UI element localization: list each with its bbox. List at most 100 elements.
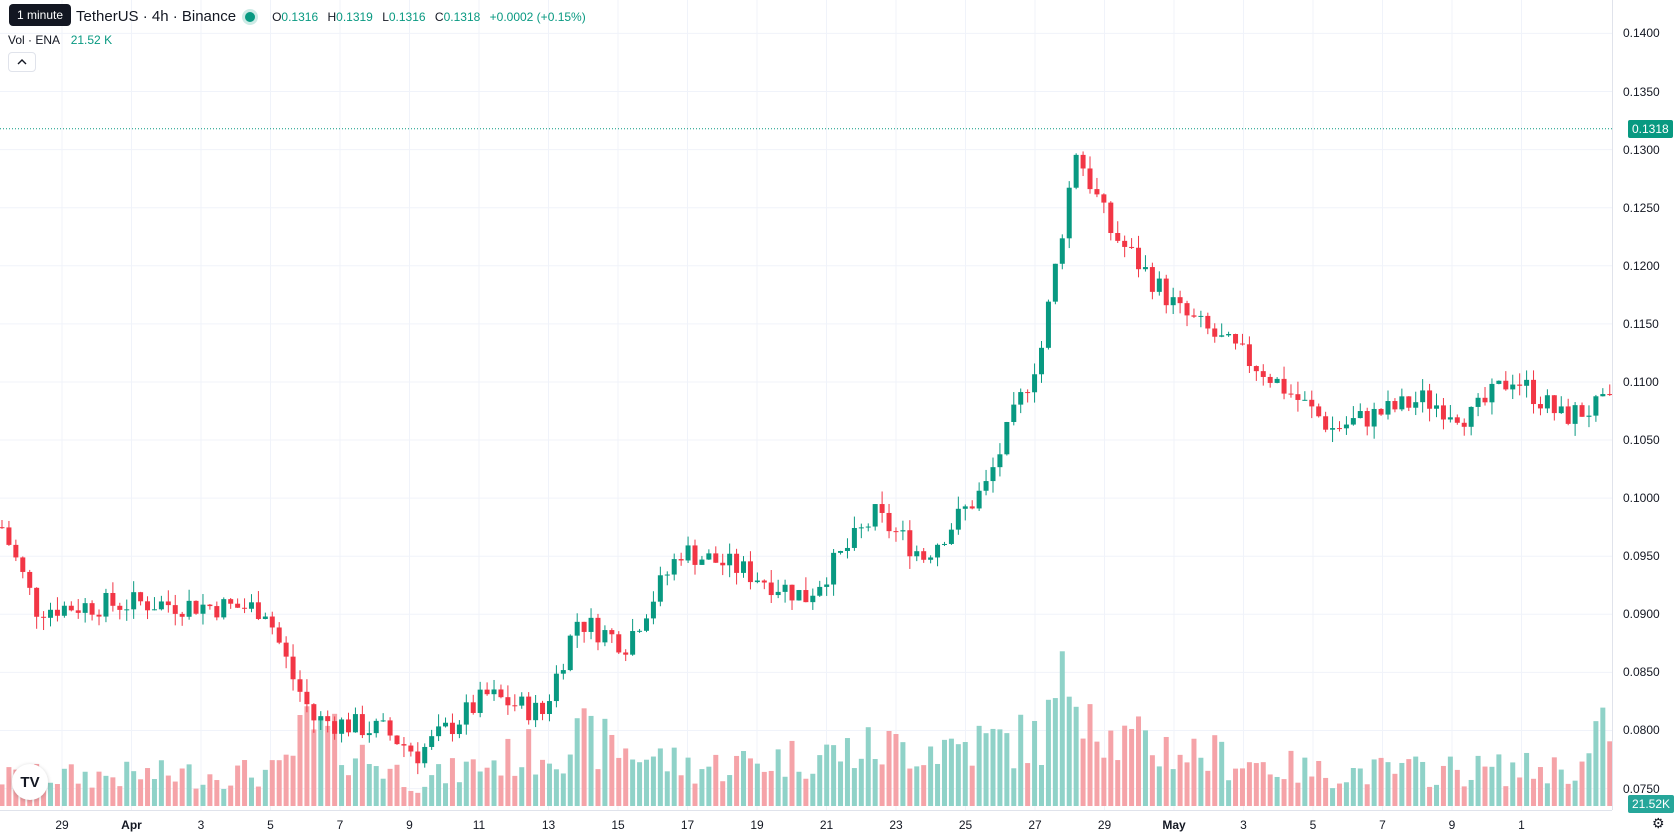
- candle-body: [1385, 401, 1391, 415]
- volume-bar: [581, 708, 587, 806]
- candle-body: [117, 605, 123, 610]
- candle-body: [498, 689, 504, 698]
- volume-bar: [200, 784, 206, 806]
- volume-bar: [1184, 762, 1190, 806]
- volume-bar: [1392, 773, 1398, 806]
- candle-body: [1260, 371, 1266, 377]
- volume-bar: [1399, 762, 1405, 806]
- candle-body: [581, 621, 587, 632]
- volume-bar: [1323, 777, 1329, 806]
- price-axis[interactable]: 0.1400 0.1350 0.1300 0.1250 0.1200 0.1150 0.11…: [1612, 0, 1678, 810]
- volume-bar: [235, 765, 241, 806]
- volume-bar: [380, 778, 386, 806]
- candle-body: [1094, 189, 1100, 195]
- candle-body: [20, 557, 26, 572]
- volume-bar: [824, 744, 830, 806]
- candle-body: [990, 467, 996, 482]
- volume-bar: [290, 755, 296, 806]
- volume-bar: [1087, 704, 1093, 806]
- volume-bar: [1073, 706, 1079, 806]
- candle-body: [540, 702, 546, 715]
- volume-bar: [948, 738, 954, 806]
- volume-bar: [782, 776, 788, 806]
- time-tick-label: 19: [750, 818, 764, 832]
- volume-bar: [941, 739, 947, 806]
- volume-bar: [269, 760, 275, 806]
- volume-bar: [1177, 754, 1183, 806]
- candle-body: [359, 714, 365, 736]
- volume-bar: [214, 780, 220, 806]
- candle-body: [560, 670, 566, 674]
- volume-bar: [747, 758, 753, 806]
- candle-body: [886, 512, 892, 532]
- candle-body: [1427, 390, 1433, 409]
- volume-bar: [1281, 779, 1287, 806]
- volume-bar: [124, 761, 130, 806]
- volume-bar: [1149, 755, 1155, 806]
- volume-bar: [1129, 728, 1135, 806]
- candle-body: [318, 716, 324, 721]
- volume-bar: [637, 762, 643, 806]
- candle-body: [546, 701, 552, 715]
- candle-body: [332, 721, 338, 734]
- volume-bar: [408, 790, 414, 806]
- candle-body: [1156, 278, 1162, 292]
- candle-body: [761, 580, 767, 583]
- current-volume-badge: 21.52K: [1628, 795, 1675, 813]
- candle-body: [1357, 411, 1363, 419]
- candlestick-chart[interactable]: [0, 0, 1678, 810]
- market-status-icon[interactable]: [242, 8, 259, 25]
- volume-bar: [255, 786, 261, 806]
- candle-body: [983, 481, 989, 491]
- candle-body: [61, 605, 67, 616]
- volume-bar: [304, 706, 310, 806]
- settings-icon[interactable]: ⚙: [1652, 815, 1665, 831]
- volume-bar: [955, 744, 961, 806]
- candle-body: [1316, 406, 1322, 417]
- candle-body: [131, 592, 137, 610]
- collapse-legend-button[interactable]: [8, 52, 36, 72]
- volume-bar: [775, 749, 781, 806]
- volume-bar: [1122, 725, 1128, 806]
- candle-body: [48, 609, 54, 618]
- time-axis[interactable]: 29 Apr 3 5 7 9 11 13 15 17 19 21 23 25 27 29 May 3 5 7 9 1: [0, 810, 1612, 836]
- volume-label[interactable]: Vol · ENA: [8, 33, 60, 47]
- candle-body: [262, 616, 268, 619]
- volume-bar: [1558, 769, 1564, 806]
- candle-body: [346, 719, 351, 733]
- time-tick-label: 9: [406, 818, 413, 832]
- candle-body: [1115, 232, 1121, 241]
- volume-bar: [692, 783, 698, 806]
- price-tick-label: 0.1400: [1623, 26, 1660, 41]
- volume-bar: [588, 715, 594, 806]
- candle-body: [165, 601, 171, 606]
- candle-body: [720, 562, 726, 566]
- candle-body: [311, 704, 317, 721]
- volume-bar: [332, 713, 338, 806]
- volume-bar: [68, 764, 74, 806]
- candle-body: [678, 559, 684, 561]
- volume-bar: [1531, 778, 1537, 806]
- candle-body: [41, 616, 47, 618]
- volume-bar: [768, 770, 774, 806]
- symbol-title[interactable]: TetherUS · 4h · Binance: [76, 8, 237, 25]
- volume-bar: [1593, 721, 1599, 806]
- volume-bar: [1045, 699, 1051, 806]
- volume-bar: [1205, 770, 1211, 806]
- candle-body: [1059, 238, 1065, 264]
- volume-bar: [1440, 765, 1446, 806]
- candle-body: [1392, 401, 1398, 410]
- candle-body: [158, 601, 164, 610]
- candle-body: [1163, 278, 1169, 306]
- tradingview-logo-icon[interactable]: TV: [12, 764, 48, 800]
- time-tick-label: 7: [336, 818, 344, 832]
- candle-body: [1018, 392, 1024, 405]
- candle-body: [553, 673, 559, 702]
- volume-bar: [1115, 760, 1121, 806]
- chart-canvas[interactable]: [0, 0, 1678, 810]
- candle-body: [1198, 315, 1204, 317]
- candle-body: [380, 720, 386, 722]
- volume-bar: [650, 756, 656, 806]
- candle-body: [1600, 394, 1606, 397]
- candle-body: [325, 716, 331, 722]
